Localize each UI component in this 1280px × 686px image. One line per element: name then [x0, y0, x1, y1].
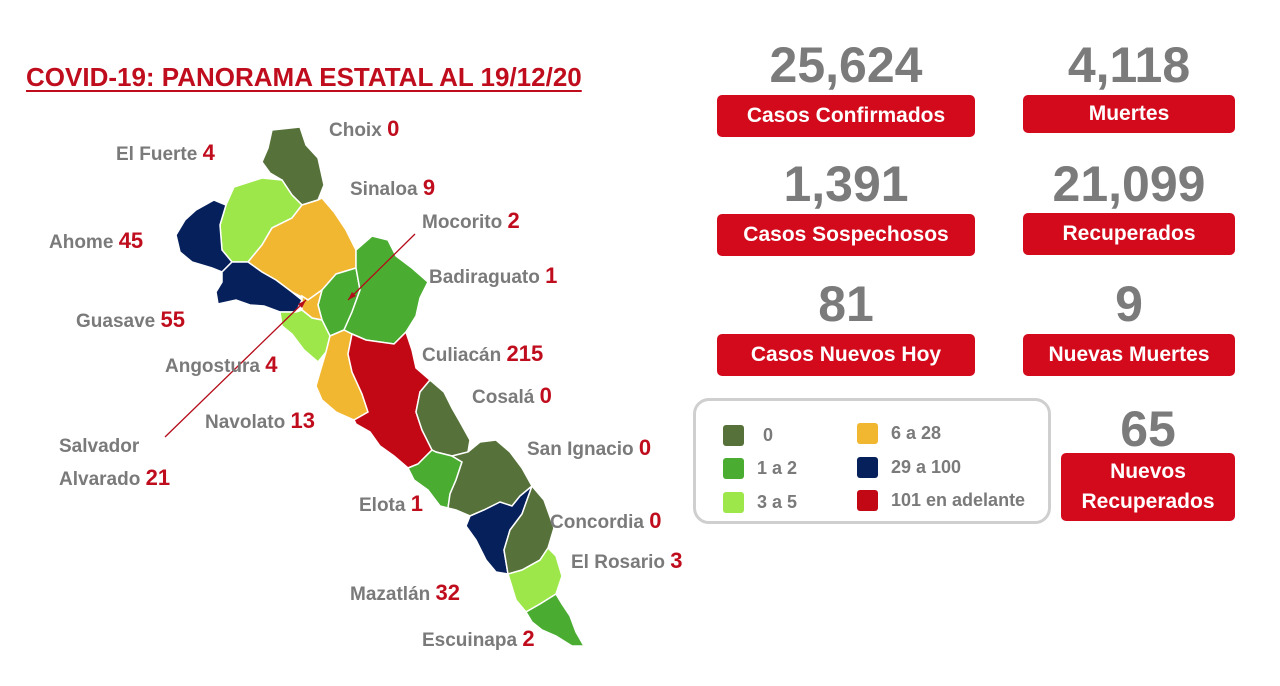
legend-item: 1 a 2 — [723, 458, 797, 479]
legend-swatch — [723, 458, 744, 479]
label-mocorito: Mocorito 2 — [422, 208, 520, 234]
nuevos-hoy-value: 81 — [818, 276, 874, 332]
nuevas-muertes-value: 9 — [1115, 276, 1143, 332]
label-san-ignacio: San Ignacio 0 — [527, 435, 652, 461]
legend-item: 3 a 5 — [723, 492, 797, 513]
sospechosos-value: 1,391 — [783, 156, 909, 212]
label-guasave: Guasave 55 — [76, 307, 185, 333]
label-navolato: Navolato 13 — [205, 408, 316, 434]
sinaloa-map — [164, 126, 586, 647]
label-concordia: Concordia 0 — [550, 508, 662, 534]
legend-swatch — [857, 423, 878, 444]
label-culiacan: Culiacán 215 — [422, 341, 544, 367]
nuevas-muertes-label: Nuevas Muertes — [1023, 334, 1235, 376]
leader-arrow-salvador-alvarado — [298, 300, 306, 308]
muertes-label: Muertes — [1023, 95, 1235, 133]
legend-item: 101 en adelante — [857, 490, 1025, 511]
region-guasave — [215, 261, 303, 313]
label-escuinapa: Escuinapa 2 — [422, 626, 535, 652]
page-title: COVID-19: PANORAMA ESTATAL AL 19/12/20 — [26, 62, 582, 92]
legend-swatch — [723, 492, 744, 513]
leader-line-mocorito — [347, 233, 416, 301]
legend-swatch — [857, 490, 878, 511]
label-mazatlan: Mazatlán 32 — [350, 580, 461, 606]
label-badiraguato: Badiraguato 1 — [429, 263, 558, 289]
leader-line-salvador-alvarado — [164, 299, 307, 438]
label-angostura: Angostura 4 — [165, 352, 278, 378]
label-el-rosario: El Rosario 3 — [571, 548, 683, 574]
label-el-fuerte: El Fuerte 4 — [116, 140, 215, 166]
color-legend: 0 1 a 2 3 a 5 6 a 28 29 a 100 101 en ade… — [693, 398, 1051, 524]
recuperados-label: Recuperados — [1023, 213, 1235, 255]
label-choix: Choix 0 — [329, 116, 400, 142]
label-cosala: Cosalá 0 — [472, 383, 552, 409]
label-elota: Elota 1 — [359, 491, 423, 517]
confirmados-value: 25,624 — [769, 37, 923, 93]
confirmados-label: Casos Confirmados — [717, 95, 975, 137]
nuevos-recuperados-value: 65 — [1120, 401, 1176, 457]
legend-item: 29 a 100 — [857, 457, 961, 478]
sospechosos-label: Casos Sospechosos — [717, 214, 975, 256]
legend-swatch — [723, 425, 744, 446]
label-salvador-alvarado: Salvador Alvarado 21 — [59, 436, 171, 490]
region-el-rosario — [507, 546, 563, 613]
label-ahome: Ahome 45 — [49, 228, 144, 254]
nuevos-recuperados-label: Nuevos Recuperados — [1061, 453, 1235, 521]
legend-item: 6 a 28 — [857, 423, 941, 444]
legend-swatch — [857, 457, 878, 478]
muertes-value: 4,118 — [1067, 37, 1191, 93]
region-escuinapa — [524, 592, 586, 647]
label-sinaloa: Sinaloa 9 — [350, 175, 436, 201]
legend-item: 0 — [723, 425, 773, 446]
nuevos-hoy-label: Casos Nuevos Hoy — [717, 334, 975, 376]
recuperados-value: 21,099 — [1052, 156, 1206, 212]
leader-arrow-mocorito — [348, 292, 356, 300]
